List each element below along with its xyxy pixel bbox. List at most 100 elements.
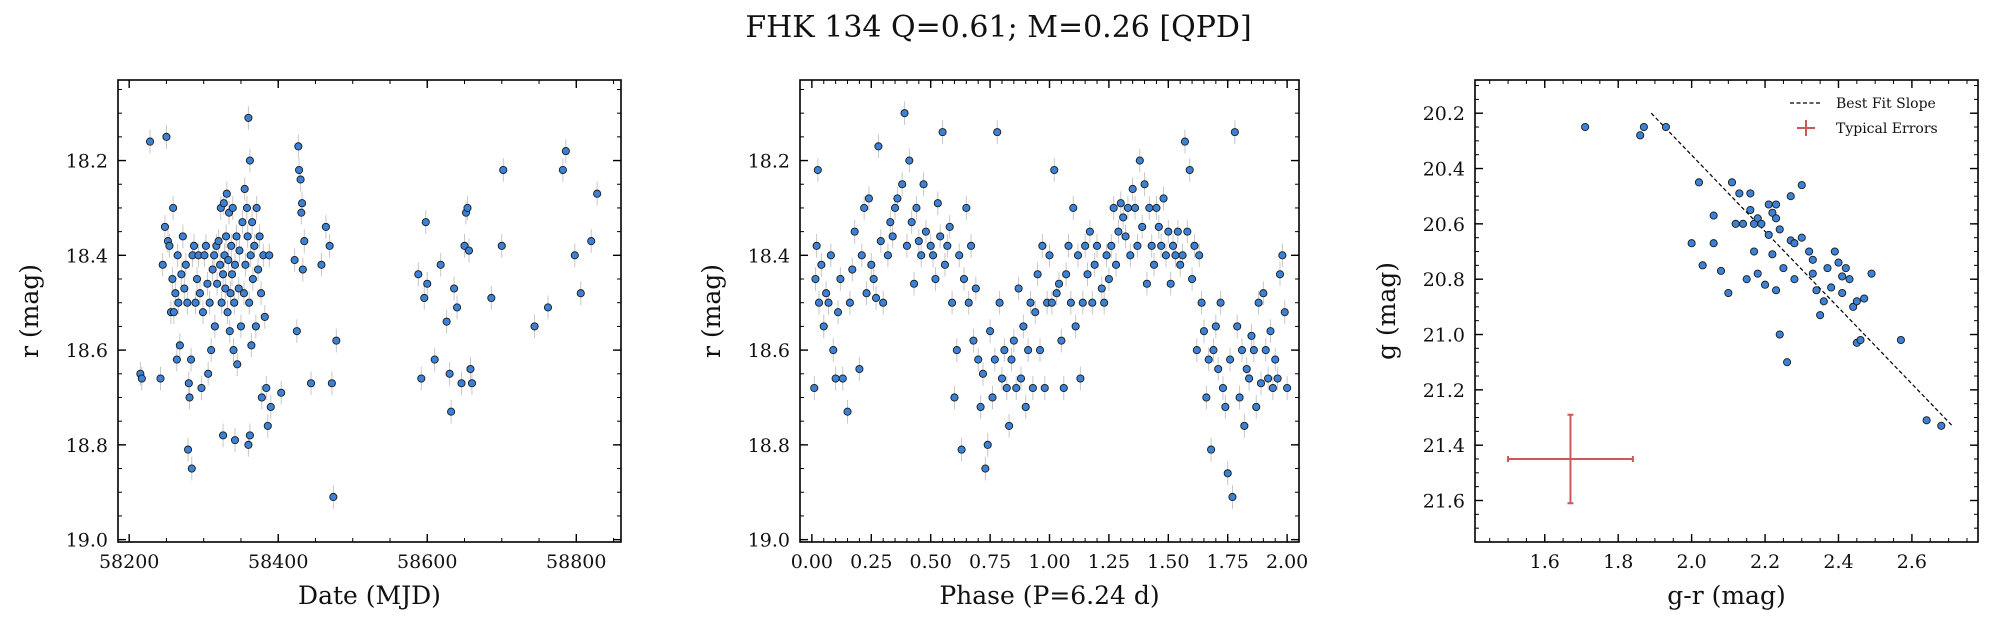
data-point — [898, 180, 907, 189]
data-point — [1021, 402, 1030, 412]
data-point — [1040, 383, 1049, 393]
data-point — [950, 393, 959, 402]
data-point — [1228, 492, 1237, 502]
data-point — [197, 383, 206, 393]
data-point — [232, 232, 241, 241]
y-tick-label: 19.0 — [66, 530, 108, 552]
data-point — [306, 379, 316, 388]
data-point — [1261, 346, 1270, 355]
data-point — [200, 251, 209, 260]
data-point — [1709, 239, 1718, 248]
x-tick-label: 58800 — [546, 551, 606, 573]
data-point — [810, 383, 819, 393]
data-point — [1107, 241, 1116, 250]
data-point — [976, 402, 985, 412]
data-point — [171, 289, 180, 298]
data-point — [1005, 421, 1014, 430]
data-point — [457, 379, 466, 388]
axes-frame — [1474, 79, 1979, 543]
data-point — [227, 270, 237, 279]
data-point — [175, 341, 184, 350]
data-point — [1207, 445, 1216, 454]
data-point — [1838, 272, 1847, 281]
data-point — [1135, 156, 1144, 165]
x-tick-label: 1.75 — [1207, 551, 1249, 573]
data-point — [817, 260, 826, 269]
data-point — [1128, 184, 1137, 194]
data-point — [943, 241, 952, 250]
panel-lightcurve: 58200 58400 58600 58800 18.2 18.4 18.6 18.8 19.0… — [15, 79, 622, 610]
data-point — [1230, 128, 1239, 137]
data-point — [1016, 374, 1026, 383]
data-point — [1142, 279, 1151, 288]
data-point — [1028, 383, 1037, 393]
data-point — [1104, 274, 1113, 284]
data-point — [332, 336, 341, 345]
data-point — [893, 194, 902, 203]
data-point — [812, 241, 821, 250]
data-point — [1145, 203, 1154, 212]
data-point — [1808, 269, 1817, 278]
data-point — [1772, 200, 1781, 209]
data-point — [969, 336, 978, 345]
data-point — [869, 274, 878, 284]
data-point — [938, 128, 947, 137]
data-point — [241, 260, 250, 269]
data-point — [1240, 421, 1249, 430]
data-point — [226, 289, 235, 298]
data-point — [162, 132, 171, 141]
data-point — [1273, 374, 1282, 383]
data-point — [447, 407, 456, 416]
data-point — [177, 270, 186, 279]
data-point — [955, 251, 964, 260]
data-point — [1076, 374, 1085, 383]
data-point — [1812, 286, 1821, 295]
data-point — [187, 464, 196, 473]
data-point — [988, 393, 997, 402]
data-point — [1007, 355, 1016, 364]
data-point — [180, 284, 189, 293]
data-point — [1047, 298, 1056, 307]
x-tick-label: 0.00 — [791, 551, 833, 573]
data-point — [235, 246, 244, 255]
data-point — [181, 260, 190, 269]
data-point — [910, 279, 919, 288]
data-point — [168, 274, 177, 284]
x-tick-label: 1.8 — [1603, 551, 1633, 573]
data-point — [1035, 346, 1045, 355]
y-tick-label: 21.0 — [1423, 325, 1465, 347]
x-tick-label: 0.25 — [850, 551, 892, 573]
data-point — [262, 383, 271, 393]
data-point — [233, 360, 242, 369]
data-point — [230, 436, 240, 445]
y-tick-label: 21.2 — [1423, 380, 1465, 402]
data-point — [1716, 266, 1726, 275]
data-point — [210, 322, 219, 331]
data-point — [257, 393, 266, 402]
data-point — [1188, 274, 1197, 284]
y-tick-label: 18.4 — [66, 245, 108, 267]
data-point — [1731, 219, 1740, 228]
data-point — [467, 379, 477, 388]
data-point — [1772, 214, 1781, 223]
data-point — [1116, 199, 1125, 208]
data-point — [1278, 251, 1287, 260]
data-point — [1012, 383, 1021, 393]
data-point — [1816, 311, 1825, 320]
data-point — [246, 251, 255, 260]
data-point — [905, 156, 914, 165]
data-point — [593, 189, 602, 198]
data-point — [238, 218, 247, 227]
data-point — [1009, 336, 1018, 345]
data-point — [417, 374, 426, 383]
data-point — [169, 203, 178, 212]
data-point — [189, 241, 199, 250]
data-point — [850, 227, 859, 236]
data-point — [907, 218, 916, 227]
y-tick-label: 19.0 — [748, 530, 790, 552]
data-point — [499, 165, 508, 175]
legend: Best Fit Slope Typical Errors — [1790, 96, 1938, 137]
data-point — [1259, 289, 1268, 298]
data-point — [1090, 260, 1099, 269]
data-point — [962, 203, 971, 212]
